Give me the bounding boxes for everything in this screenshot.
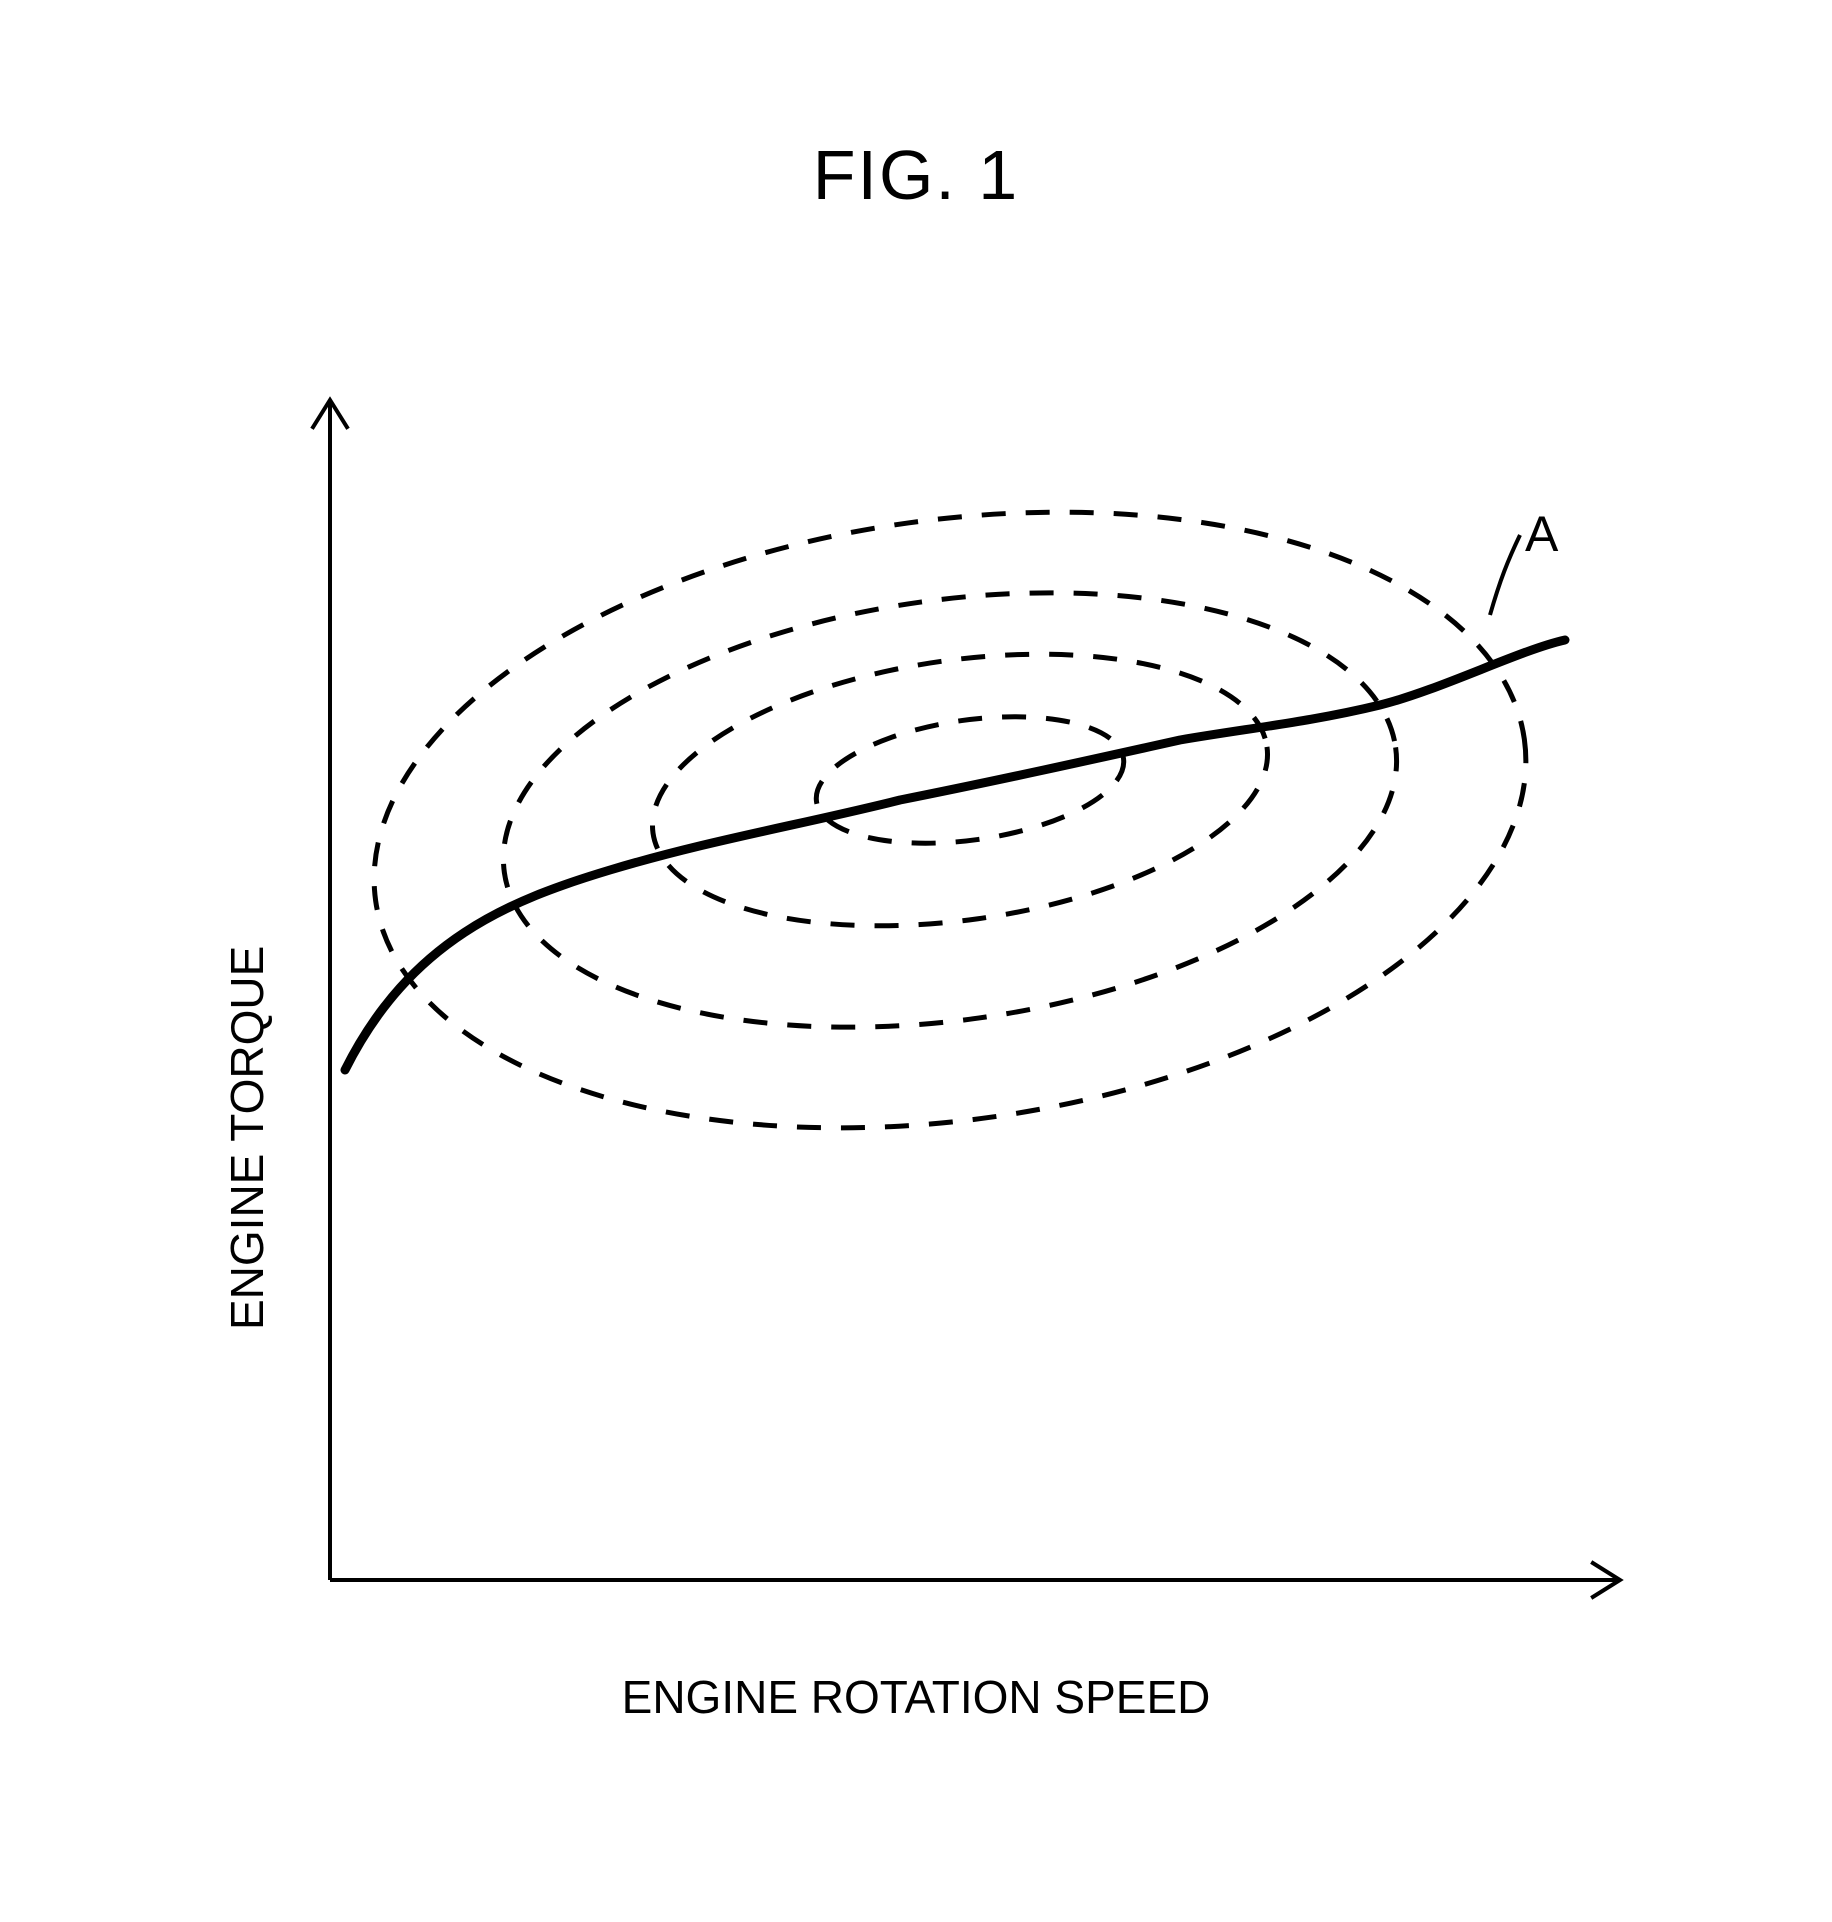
annotation-a-label: A [1525,505,1558,563]
plot-svg [280,370,1660,1630]
curve-a [345,640,1565,1070]
contour-group [334,442,1566,1198]
annotation-a-leader [1490,535,1520,615]
contour-ellipse-1 [334,442,1566,1198]
contour-ellipse-2 [475,539,1425,1080]
figure-title: FIG. 1 [813,135,1019,215]
x-axis-label: ENGINE ROTATION SPEED [622,1670,1211,1724]
y-axis-label: ENGINE TORQUE [220,946,274,1330]
contour-ellipse-4 [808,699,1132,861]
page: FIG. 1 A ENGINE TORQUE ENGINE ROTATION S… [0,0,1832,1922]
